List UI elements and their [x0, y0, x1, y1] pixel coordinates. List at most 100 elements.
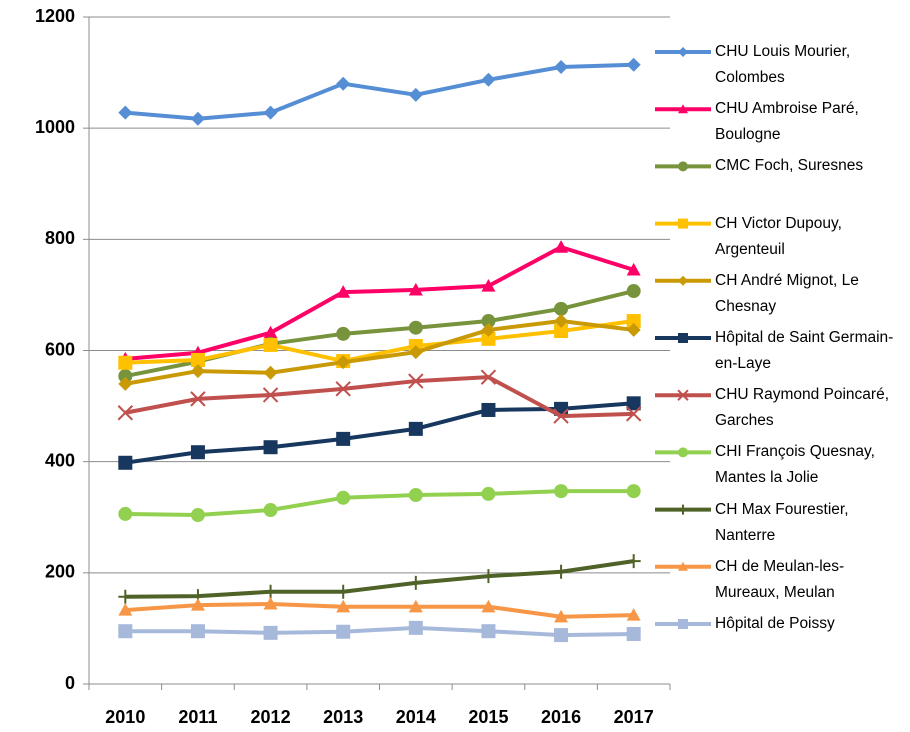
marker	[554, 609, 569, 623]
series-line	[125, 319, 634, 365]
legend-label: CMC Foch, Suresnes	[715, 157, 864, 175]
marker	[336, 584, 351, 599]
y-tick-label: 200	[45, 562, 75, 582]
marker	[118, 105, 133, 120]
x-tick-label: 2010	[105, 707, 145, 727]
x-tick-label: 2015	[468, 707, 508, 727]
marker	[263, 503, 278, 518]
marker	[118, 506, 133, 521]
marker	[336, 355, 351, 370]
marker	[554, 628, 569, 643]
marker	[408, 575, 423, 590]
marker	[481, 402, 496, 417]
marker	[678, 561, 688, 571]
y-tick-label: 1000	[35, 117, 75, 137]
marker	[554, 301, 569, 316]
marker	[118, 603, 133, 616]
marker	[408, 599, 423, 613]
marker	[481, 279, 496, 292]
marker	[336, 490, 351, 505]
marker	[263, 625, 278, 640]
marker	[190, 508, 205, 523]
legend-label: CH André Mignot, Le Chesnay	[715, 271, 859, 315]
marker	[118, 369, 133, 384]
marker	[481, 72, 496, 87]
marker	[626, 608, 641, 621]
marker	[190, 111, 205, 126]
marker	[481, 599, 496, 613]
y-tick-label: 800	[45, 228, 75, 248]
x-tick-label: 2014	[396, 707, 436, 727]
marker	[481, 569, 496, 584]
marker	[554, 60, 569, 75]
marker	[678, 275, 688, 286]
marker	[190, 598, 205, 611]
marker	[118, 376, 133, 391]
marker	[263, 337, 278, 352]
marker	[408, 87, 423, 102]
y-tick-label: 600	[45, 339, 75, 359]
marker	[626, 554, 641, 569]
marker	[190, 364, 205, 379]
marker	[336, 431, 351, 446]
legend-label: CHU Louis Mourier, Colombes	[715, 43, 851, 86]
marker	[336, 599, 351, 613]
marker	[335, 381, 351, 397]
marker	[554, 564, 569, 579]
marker	[481, 322, 496, 337]
series-line	[125, 62, 634, 121]
marker	[408, 345, 423, 360]
marker	[336, 624, 351, 639]
x-tick-label: 2011	[178, 707, 217, 727]
marker	[626, 262, 641, 276]
marker	[626, 396, 641, 411]
x-tick-label: 2016	[541, 707, 581, 727]
legend-label: CHU Ambroise Paré, Boulogne	[715, 100, 859, 144]
marker	[262, 387, 279, 403]
marker	[554, 314, 569, 329]
series-line	[125, 625, 634, 638]
marker	[190, 391, 206, 407]
marker	[118, 455, 133, 470]
marker	[626, 626, 641, 641]
series-line	[125, 559, 634, 599]
legend-label: CHI François Quesnay, Mantes la Jolie	[715, 443, 875, 487]
marker	[678, 333, 688, 343]
marker	[263, 596, 278, 610]
marker	[678, 104, 688, 114]
legend-label: Hôpital de Saint Germain-en-Laye	[715, 329, 894, 372]
marker	[263, 584, 278, 599]
marker	[408, 488, 423, 503]
legend-label: CH Max Fourestier, Nanterre	[715, 500, 849, 544]
marker	[677, 389, 689, 401]
marker	[678, 47, 688, 57]
marker	[118, 624, 133, 639]
legend-label: Hôpital de Poissy	[715, 615, 835, 632]
series-line	[124, 375, 634, 419]
marker	[263, 325, 278, 339]
marker	[336, 326, 351, 341]
legend-label: CHU Raymond Poincaré, Garches	[715, 386, 890, 430]
marker	[554, 324, 569, 339]
legend-label: CH Victor Dupouy, Argenteuil	[715, 214, 842, 258]
marker	[263, 365, 278, 380]
marker	[480, 369, 497, 385]
marker	[678, 447, 688, 458]
marker	[408, 421, 423, 436]
marker	[408, 620, 423, 635]
marker	[481, 624, 496, 639]
marker	[626, 57, 641, 72]
series-line	[125, 489, 634, 518]
marker	[553, 408, 569, 424]
marker	[336, 76, 351, 91]
marker	[678, 218, 688, 229]
series-line	[125, 601, 634, 619]
marker	[481, 314, 496, 329]
series-line	[124, 319, 634, 386]
marker	[190, 624, 205, 639]
y-tick-label: 400	[45, 450, 75, 470]
series-line	[125, 245, 635, 361]
marker	[626, 284, 641, 299]
